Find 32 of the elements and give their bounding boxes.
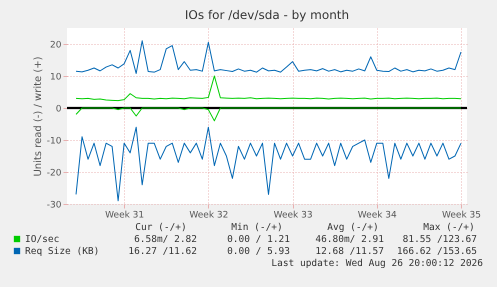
- text: 16.27 /11.62: [128, 246, 197, 257]
- y-tick-label: 20: [50, 40, 62, 50]
- text: 6.58m/ 2.82: [134, 234, 197, 245]
- legend-label: Req Size (KB): [25, 246, 100, 257]
- text: 166.62 /153.65: [396, 246, 477, 257]
- text: Cur (-/+): [135, 222, 187, 233]
- line-series: [76, 108, 462, 122]
- x-tick-label: Week 35: [442, 210, 481, 220]
- y-tick-label: 10: [50, 72, 62, 82]
- y-tick-label: -10: [46, 136, 62, 146]
- line-series: [76, 76, 462, 102]
- text: 12.68 /11.57: [315, 246, 384, 257]
- text: Max (-/+): [423, 222, 475, 233]
- x-tick-label: Week 34: [358, 210, 398, 220]
- legend-label: IO/sec: [25, 234, 60, 245]
- x-tick-label: Week 32: [189, 210, 228, 220]
- text: 46.80m/ 2.91: [315, 234, 384, 245]
- x-tick-label: Week 33: [274, 210, 313, 220]
- text: 81.55 /123.67: [402, 234, 477, 245]
- line-series: [76, 40, 462, 74]
- text: Min (-/+): [231, 222, 283, 233]
- x-tick-label: Week 31: [105, 210, 144, 220]
- text: Last update: Wed Aug 26 20:00:12 2026: [271, 258, 484, 269]
- y-tick-label: 0: [56, 104, 62, 114]
- y-axis-title: Units read (-) / write (+): [32, 56, 44, 177]
- text: 0.00 / 5.93: [227, 246, 290, 257]
- line-series: [76, 126, 462, 202]
- y-tick-label: -20: [46, 168, 62, 178]
- chart-title: IOs for /dev/sda - by month: [184, 8, 350, 22]
- text: Avg (-/+): [327, 222, 379, 233]
- y-tick-label: -30: [46, 200, 62, 210]
- text: 0.00 / 1.21: [227, 234, 290, 245]
